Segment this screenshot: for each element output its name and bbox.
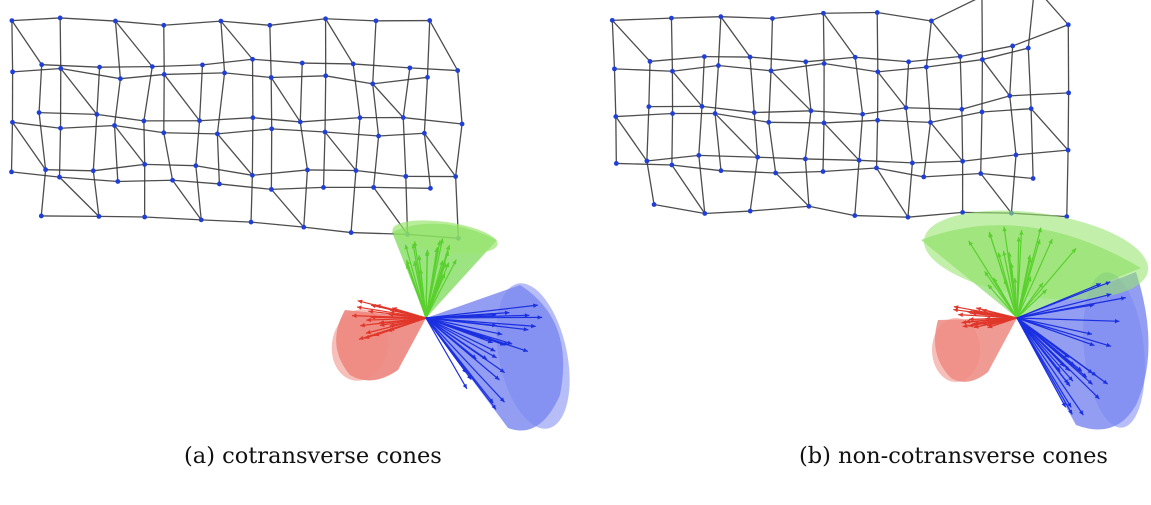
cone-group	[331, 220, 570, 431]
lattice-mesh	[9, 15, 465, 241]
panel-b-illustration	[609, 0, 1149, 430]
cone-arrows	[953, 226, 1126, 416]
lattice-mesh	[609, 0, 1072, 220]
cone-group	[921, 210, 1149, 430]
panel-b: (b) non-cotransverse cones	[576, 0, 1151, 505]
caption: (b) non-cotransverse cones	[799, 443, 1108, 469]
red-cone	[932, 318, 1017, 382]
panel-a: (a) cotransverse cones	[0, 0, 575, 505]
cone-arrows	[352, 238, 543, 410]
caption: (a) cotransverse cones	[184, 443, 442, 469]
panel-a-illustration	[9, 15, 570, 431]
red-cone	[331, 309, 426, 381]
